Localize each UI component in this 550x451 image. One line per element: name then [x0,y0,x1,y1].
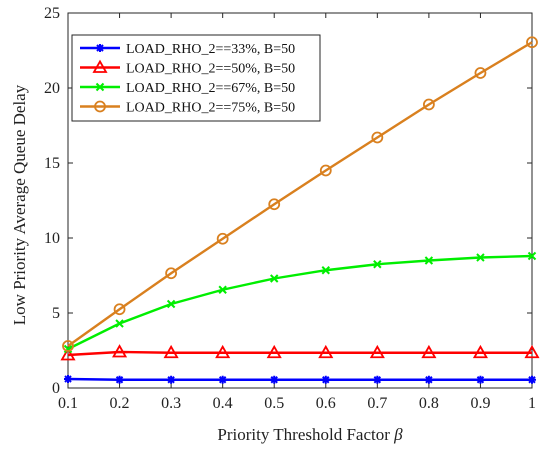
y-tick-label: 25 [44,5,60,22]
legend-entry: LOAD_RHO_2==75%, B=50 [80,101,295,116]
x-tick-label: 0.3 [161,395,181,412]
y-axis-label: Low Priority Average Queue Delay [10,84,29,325]
data-point [115,375,124,384]
y-tick-label: 0 [52,380,60,397]
series-3 [63,251,537,354]
data-point [270,375,279,384]
data-point [421,344,437,359]
series-line [67,41,533,347]
x-tick-label: 0.4 [213,395,233,412]
data-point [64,375,72,383]
x-axis-label-text: Priority Threshold Factor [217,425,390,444]
data-point [166,299,176,309]
legend: LOAD_RHO_2==33%, B=50 LOAD_RHO_2==50%, B=… [71,34,321,122]
data-point [422,98,435,111]
x-tick-label: 0.6 [316,395,336,412]
data-point [165,267,178,280]
data-point [268,198,281,211]
data-point [321,266,330,275]
legend-marker [95,82,105,92]
y-tick-label: 5 [52,305,60,322]
data-point [113,303,126,316]
data-point [373,260,382,269]
legend-marker [96,44,104,52]
series-line [67,254,533,351]
y-tick-label: 10 [44,230,60,247]
data-point [524,344,540,359]
legend-label: LOAD_RHO_2==67%, B=50 [126,81,295,96]
data-point [167,375,176,384]
data-point [115,319,124,328]
series-line [67,350,532,357]
legend-marker [92,59,108,73]
y-axis: 0 5 10 15 20 25 [44,5,532,397]
data-point [476,375,485,384]
data-point [112,344,128,358]
x-tick-label: 0.8 [419,395,439,412]
series-line [67,377,532,381]
data-point [270,274,279,283]
legend-label: LOAD_RHO_2==50%, B=50 [126,62,295,77]
y-tick-label: 20 [44,80,60,97]
x-tick-label: 0.1 [58,395,78,412]
x-axis-label-symbol: β [393,425,403,444]
data-point [163,344,179,359]
data-point [218,375,227,384]
data-point [476,253,485,262]
data-point [472,344,488,359]
legend-label: LOAD_RHO_2==75%, B=50 [126,101,295,116]
data-point [373,375,382,384]
data-point [424,375,433,384]
x-tick-label: 0.7 [367,395,387,412]
legend-marker [94,100,106,113]
series-4 [62,36,538,352]
x-tick-label: 0.2 [110,395,130,412]
data-point [216,232,229,245]
data-point [215,344,231,359]
data-point [321,375,330,384]
x-tick-label: 1 [528,395,536,412]
data-point [60,347,76,361]
series-layer [60,36,540,384]
legend-label: LOAD_RHO_2==33%, B=50 [126,42,295,57]
data-point [318,344,334,359]
data-point [424,256,434,265]
series-1 [64,375,536,384]
x-axis: 0.1 0.2 0.3 0.4 0.5 0.6 0.7 0.8 0.9 1 [58,13,536,412]
data-point [528,375,536,384]
data-point [62,340,74,352]
legend-entry: LOAD_RHO_2==67%, B=50 [80,81,295,96]
data-point [474,67,487,79]
data-point [527,251,537,261]
x-tick-label: 0.9 [470,395,490,412]
x-axis-label: Priority Threshold Factor β [217,425,403,444]
data-point [319,164,332,177]
data-point [371,131,384,144]
data-point [218,285,227,294]
series-2 [60,344,540,361]
legend-entry: LOAD_RHO_2==50%, B=50 [80,59,295,77]
data-point [369,344,385,359]
x-tick-label: 0.5 [264,395,284,412]
data-point [266,344,282,359]
data-point [526,36,538,49]
legend-entry: LOAD_RHO_2==33%, B=50 [80,42,295,57]
y-tick-label: 15 [44,155,60,172]
